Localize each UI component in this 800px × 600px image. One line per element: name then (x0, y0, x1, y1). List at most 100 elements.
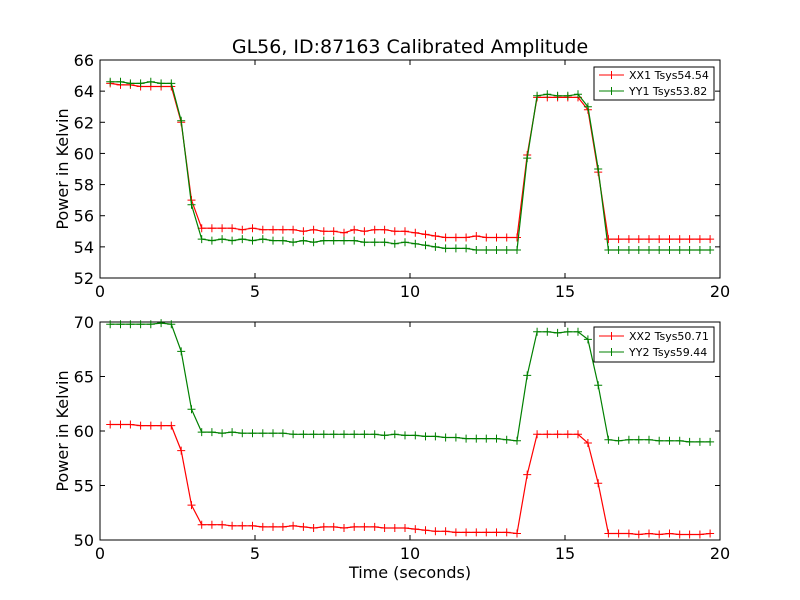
data-point-marker (624, 435, 633, 444)
data-point-marker (380, 238, 389, 247)
data-point-marker (513, 246, 521, 254)
data-point-marker (360, 522, 369, 531)
data-point-marker (299, 236, 308, 245)
data-point-marker (146, 77, 155, 86)
data-point-marker (126, 79, 135, 88)
data-point-marker (177, 116, 186, 125)
data-point-marker (167, 79, 176, 88)
data-point-marker (706, 437, 715, 446)
data-point-marker (451, 528, 460, 537)
y-tick-label: 60 (74, 144, 94, 163)
data-point-marker (645, 246, 653, 254)
data-point-marker (319, 227, 328, 236)
data-point-marker (370, 430, 379, 439)
y-tick-label: 52 (74, 269, 94, 288)
data-point-marker (594, 381, 603, 390)
data-point-marker (360, 227, 369, 236)
data-point-marker (574, 90, 582, 99)
legend-marker-yy2 (607, 348, 616, 356)
data-point-marker (492, 233, 501, 242)
series-lines-top (106, 77, 715, 254)
data-point-marker (583, 102, 592, 111)
panel-bottom: 0 5 10 15 20 50 55 60 65 70 Power in Kelvin Time … (53, 313, 730, 582)
data-point-marker (614, 235, 623, 244)
data-point-marker (258, 429, 267, 438)
data-point-marker (451, 244, 460, 253)
data-point-marker (645, 235, 653, 244)
data-point-marker (106, 320, 115, 329)
data-point-marker (624, 246, 633, 254)
data-point-marker (329, 430, 338, 439)
data-point-marker (177, 446, 186, 455)
x-tick-label: 5 (250, 282, 260, 301)
data-point-marker (340, 524, 348, 532)
legend-marker-xx2 (607, 332, 616, 340)
data-point-marker (634, 435, 643, 444)
y-tick-label: 58 (74, 176, 94, 195)
data-point-marker (462, 244, 471, 253)
panel-top: 0 5 10 15 20 52 54 56 58 60 62 64 66 Power in Kelvin… (53, 51, 730, 301)
data-point-marker (116, 320, 125, 329)
data-point-marker (299, 522, 308, 531)
data-point-marker (553, 91, 562, 100)
y-axis-label-top: Power in Kelvin (53, 108, 72, 229)
data-point-marker (380, 524, 389, 532)
data-point-marker (146, 421, 155, 430)
data-point-marker (655, 235, 664, 244)
data-point-marker (187, 405, 196, 414)
data-point-marker (482, 528, 491, 537)
data-point-marker (157, 421, 166, 430)
data-point-marker (248, 236, 257, 245)
legend-bottom: XX2 Tsys50.71 YY2 Tsys59.44 (593, 326, 715, 363)
series-lines-bottom (106, 319, 715, 539)
data-point-marker (248, 224, 257, 233)
legend-label-xx1: XX1 Tsys54.54 (629, 69, 709, 82)
data-point-marker (370, 522, 379, 531)
data-point-marker (411, 228, 420, 237)
data-point-marker (228, 224, 237, 233)
data-point-marker (502, 233, 511, 242)
data-point-marker (289, 238, 298, 247)
data-point-marker (350, 225, 359, 234)
data-point-marker (258, 235, 267, 244)
data-point-marker (543, 327, 552, 336)
data-point-marker (177, 347, 186, 356)
data-point-marker (523, 371, 532, 380)
data-point-marker (462, 233, 471, 242)
x-tick-label: 0 (95, 282, 105, 301)
data-point-marker (116, 77, 125, 86)
data-point-marker (360, 430, 369, 439)
data-point-marker (634, 530, 643, 539)
data-point-marker (269, 429, 277, 438)
data-point-marker (248, 429, 257, 438)
data-point-marker (523, 154, 532, 163)
y-tick-label: 56 (74, 207, 94, 226)
data-point-marker (136, 421, 145, 430)
data-point-marker (472, 246, 481, 254)
data-point-marker (594, 165, 603, 173)
x-tick-label: 15 (555, 544, 575, 563)
data-point-marker (441, 233, 450, 242)
data-point-marker (695, 246, 704, 254)
data-point-marker (706, 529, 715, 538)
data-point-marker (390, 227, 399, 236)
data-point-marker (350, 522, 359, 531)
legend-label-yy1: YY1 Tsys53.82 (628, 85, 707, 98)
data-point-marker (533, 430, 542, 439)
data-point-marker (675, 246, 684, 254)
data-point-marker (634, 246, 643, 254)
data-point-marker (706, 235, 715, 244)
data-point-marker (462, 528, 471, 537)
data-point-marker (269, 225, 277, 234)
data-point-marker (451, 233, 460, 242)
data-point-marker (157, 79, 166, 88)
data-point-marker (289, 521, 298, 530)
data-point-marker (390, 430, 399, 439)
data-point-marker (665, 235, 674, 244)
axis-ticks-top: 0 5 10 15 20 52 54 56 58 60 62 64 66 (74, 51, 731, 301)
x-tick-label: 20 (710, 544, 730, 563)
data-point-marker (431, 242, 440, 251)
data-point-marker (421, 230, 430, 239)
data-point-marker (411, 239, 420, 248)
data-point-marker (441, 433, 450, 442)
